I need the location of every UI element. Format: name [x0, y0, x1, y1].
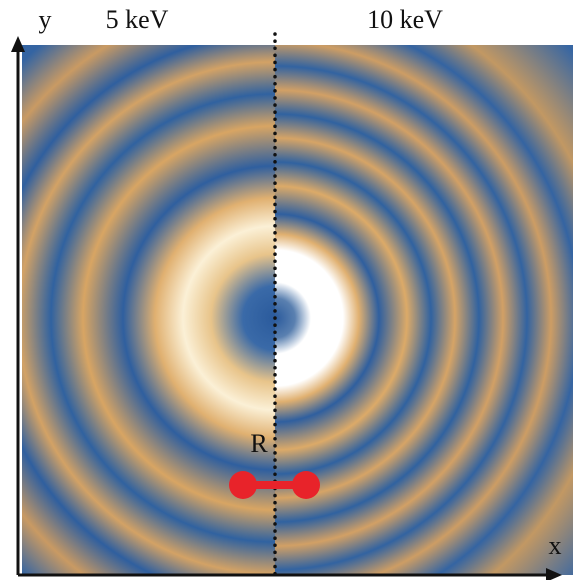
figure: y x 5 keV 10 keV R: [0, 0, 573, 580]
panel-label: 5 keV: [106, 5, 169, 34]
y-label: y: [39, 5, 52, 34]
atom: [229, 471, 257, 499]
marker-label: R: [250, 429, 268, 458]
x-label: x: [549, 531, 562, 560]
atom: [292, 471, 320, 499]
panel-label: 10 keV: [367, 5, 443, 34]
pattern-10kev: [275, 45, 573, 575]
y-arrow: [11, 36, 25, 52]
